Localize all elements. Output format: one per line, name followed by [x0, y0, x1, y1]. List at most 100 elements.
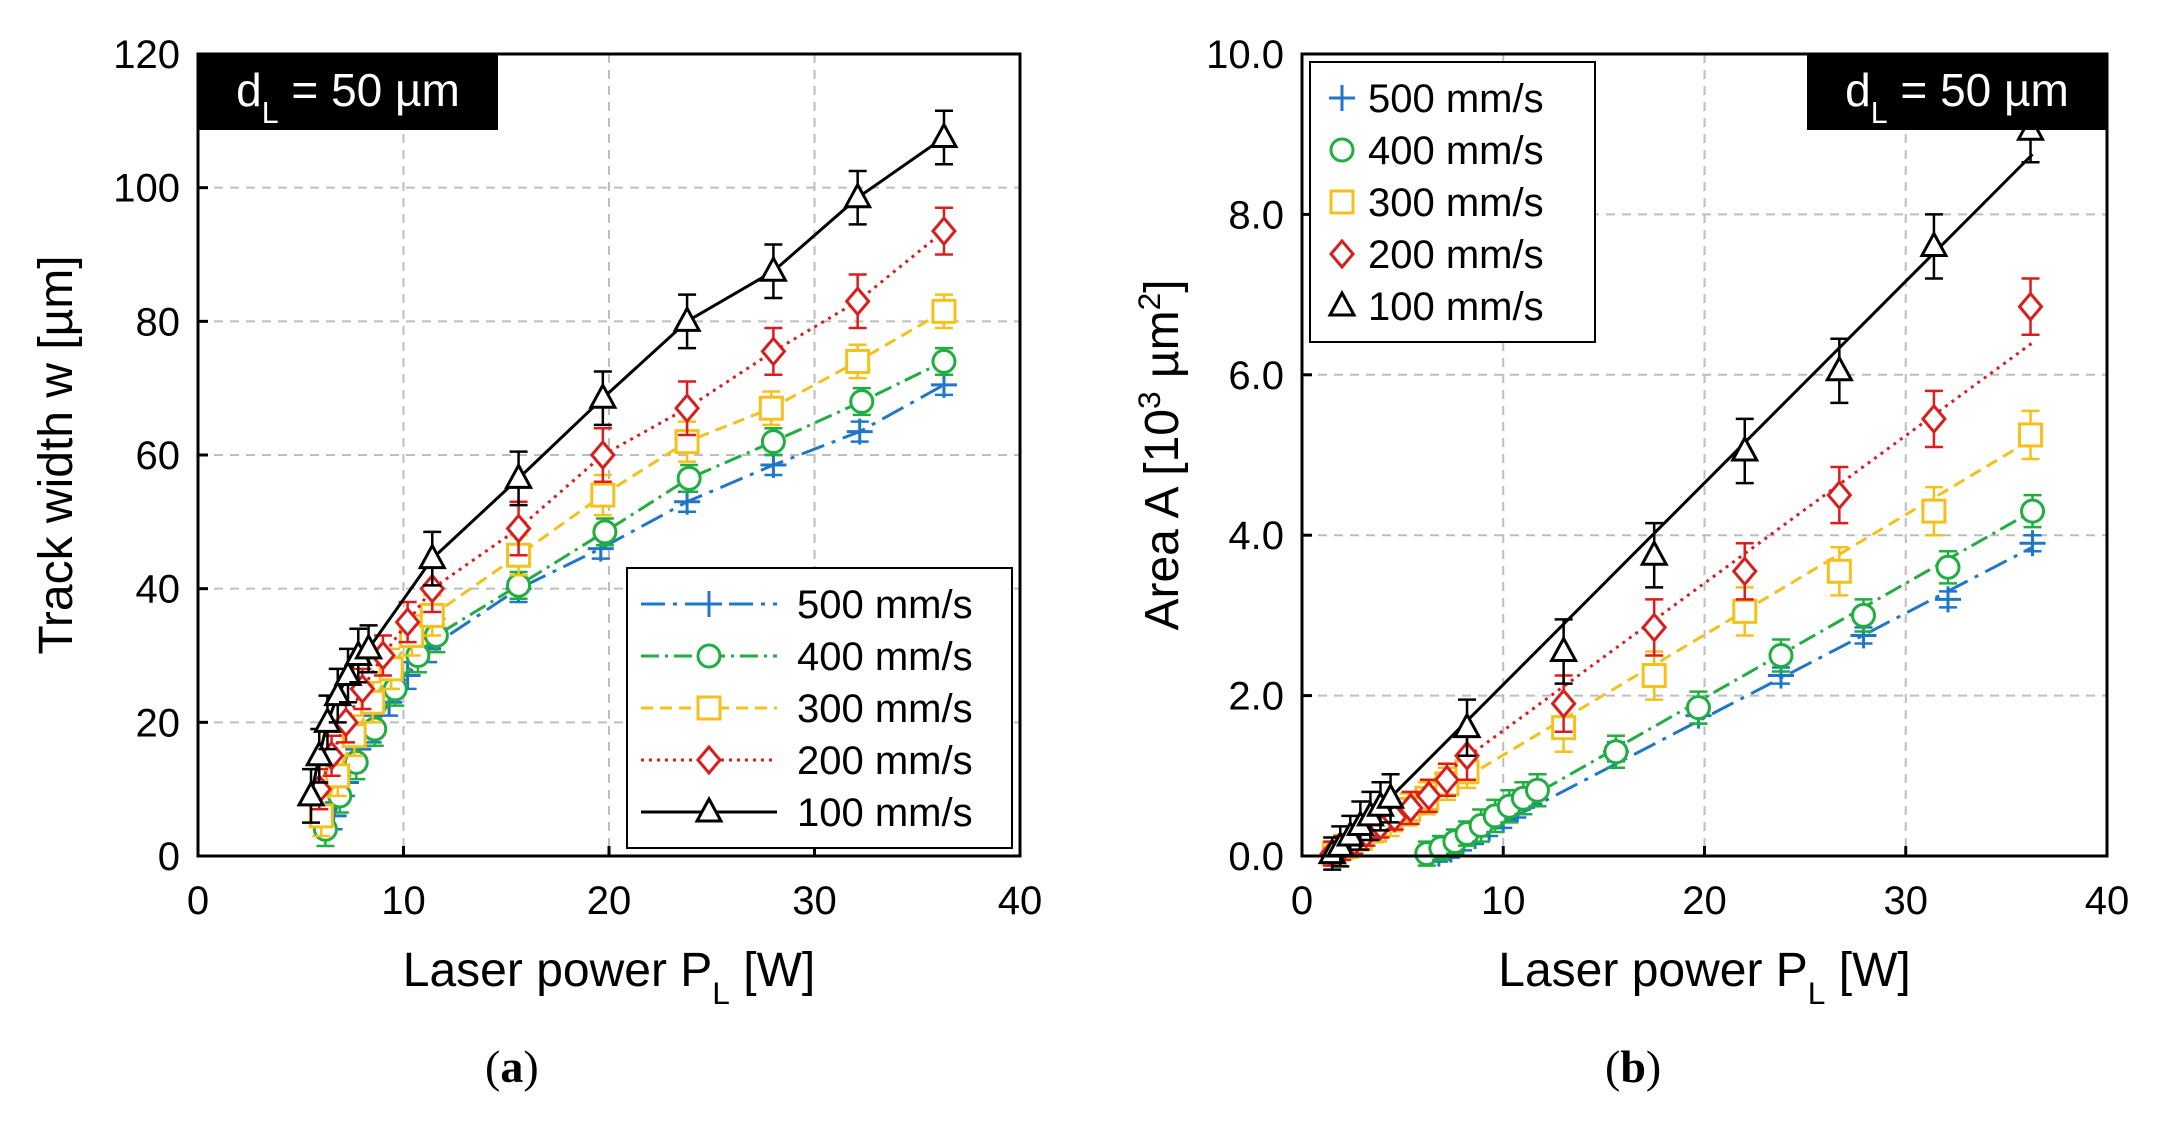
data-point	[1730, 434, 1760, 462]
legend-b: 500 mm/s 400 mm/s 300 mm/s 200 mm/s 100 mm/s	[1309, 61, 1596, 343]
data-point	[312, 706, 342, 733]
legend-label: 300 mm/s	[1368, 181, 1544, 225]
legend-label: 400 mm/s	[797, 635, 973, 679]
data-point	[929, 121, 959, 149]
data-point	[1920, 403, 1947, 435]
badge-background	[198, 54, 498, 130]
legend-item: 100 mm/s	[641, 791, 973, 835]
data-point	[758, 255, 788, 282]
y-tick-label: 8.0	[1228, 193, 1284, 237]
chart-a: 0 10 20 30 40 0 20 40 60 80 100 120 Laser power PL […	[30, 33, 1042, 1011]
x-tick-label: 30	[792, 879, 837, 923]
data-point	[588, 382, 618, 409]
x-tick-label: 10	[381, 879, 426, 923]
x-tick-label: 30	[1884, 879, 1929, 923]
caption-b-label: b	[1620, 1041, 1646, 1092]
legend-item: 100 mm/s	[1327, 285, 1544, 329]
data-point	[1731, 555, 1758, 587]
data-point	[1824, 354, 1854, 382]
data-point	[849, 389, 875, 415]
data-point	[333, 659, 363, 687]
y-axis-label: Track width w [µm]	[30, 255, 83, 654]
data-point	[505, 513, 532, 544]
data-point	[1550, 688, 1577, 719]
data-point	[2017, 291, 2044, 322]
series-b-500-mm-s	[1425, 530, 2046, 867]
legend-marker	[1329, 189, 1355, 215]
y-tick-label: 4.0	[1228, 514, 1284, 558]
legend-label: 200 mm/s	[797, 739, 973, 783]
legend-label: 100 mm/s	[1368, 285, 1544, 329]
x-axis-label: Laser power PL [W]	[403, 944, 815, 1011]
x-tick-label: 20	[1682, 879, 1727, 923]
data-point	[589, 439, 616, 471]
legend-item: 200 mm/s	[1329, 233, 1544, 277]
legend-box	[1309, 61, 1596, 343]
x-tick-label: 40	[2085, 879, 2130, 923]
data-point	[2019, 530, 2046, 557]
data-point	[760, 429, 786, 455]
data-point	[1641, 612, 1668, 643]
data-point	[323, 679, 353, 707]
data-point	[1549, 635, 1579, 662]
data-point	[931, 298, 957, 324]
legend-label: 500 mm/s	[1368, 77, 1544, 121]
data-point	[931, 215, 957, 247]
caption-a-label: a	[500, 1041, 524, 1092]
data-point	[1452, 711, 1482, 739]
y-tick-label: 0.0	[1228, 835, 1284, 879]
y-tick-label: 6.0	[1228, 354, 1284, 398]
x-tick-label: 10	[1481, 879, 1526, 923]
caption-a-open: (	[485, 1041, 501, 1092]
x-tick-label: 0	[1291, 879, 1313, 923]
caption-b-open: (	[1605, 1041, 1621, 1092]
y-tick-label: 80	[136, 300, 181, 344]
series-line	[1331, 153, 2034, 858]
caption-b-close: )	[1645, 1041, 1662, 1092]
data-point	[1376, 782, 1406, 809]
data-point	[674, 392, 701, 424]
legend-label: 400 mm/s	[1368, 129, 1544, 173]
y-tick-label: 20	[136, 701, 181, 745]
data-point	[1397, 792, 1424, 824]
data-point	[1768, 643, 1794, 668]
legend-marker	[696, 643, 722, 669]
chart-b-ticks: 0 10 20 30 40 0.0 2.0 4.0 6.0 8.0 10.0	[1206, 33, 2129, 923]
data-point	[504, 462, 534, 489]
legend-item: 500 mm/s	[1329, 77, 1544, 121]
legend-label: 500 mm/s	[797, 583, 973, 627]
y-tick-label: 0	[158, 835, 180, 879]
data-point	[304, 739, 334, 767]
series-b-400-mm-s	[1414, 493, 2046, 867]
y-axis-label-group: Area A [103 µm2]	[1131, 279, 1189, 630]
y-axis-label-group: Track width w [µm]	[30, 255, 83, 654]
series-a-100-mm-s	[296, 109, 959, 824]
badge-a: dL = 50 µm	[198, 54, 498, 130]
data-point	[1921, 498, 1947, 524]
legend-label: 200 mm/s	[1368, 233, 1544, 277]
x-tick-label: 0	[187, 879, 209, 923]
y-tick-label: 100	[113, 167, 180, 211]
legend-marker	[1329, 85, 1355, 111]
legend-box	[626, 567, 1013, 849]
y-tick-label: 120	[113, 33, 180, 77]
x-tick-label: 20	[587, 879, 632, 923]
data-point	[1641, 663, 1667, 689]
series-a-300-mm-s	[308, 293, 957, 838]
data-point	[590, 482, 616, 508]
data-point	[1919, 230, 1949, 257]
data-point	[1639, 539, 1669, 566]
data-point	[846, 418, 873, 445]
data-point	[296, 779, 326, 807]
badge-text: dL = 50 µm	[1845, 64, 2069, 130]
data-point	[1826, 558, 1852, 584]
data-point	[1685, 695, 1711, 721]
data-point	[1603, 739, 1629, 765]
legend-marker	[696, 695, 722, 721]
y-axis-label: Area A [103 µm2]	[1131, 279, 1189, 630]
data-point	[2020, 498, 2046, 524]
data-point	[1415, 780, 1442, 812]
legend-label: 300 mm/s	[797, 687, 973, 731]
data-point	[760, 452, 787, 479]
